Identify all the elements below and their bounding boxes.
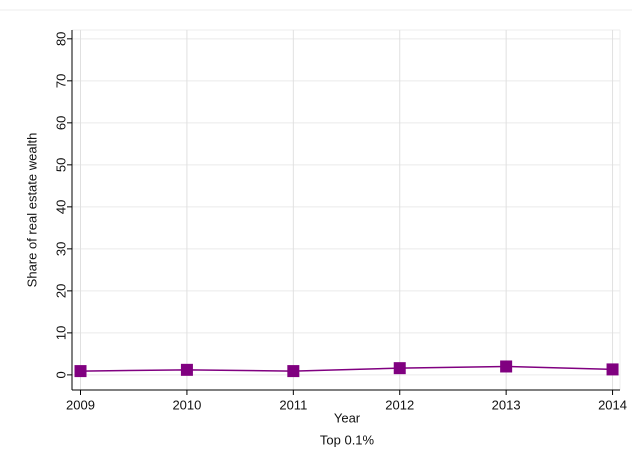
x-tick-label: 2012 <box>385 397 414 412</box>
x-tick-label: 2010 <box>172 397 201 412</box>
marker <box>287 365 300 378</box>
series-line <box>80 365 613 372</box>
x-tick-label: 2011 <box>279 397 307 412</box>
x-tick-label: 2013 <box>492 397 521 412</box>
marker <box>393 362 406 375</box>
x-tick-label: 2014 <box>598 397 627 412</box>
y-tick-label: 20 <box>53 284 68 298</box>
y-tick-label: 50 <box>53 158 68 172</box>
marker <box>74 365 87 378</box>
y-tick-label: 10 <box>53 326 68 340</box>
x-axis-title: Year <box>334 410 361 425</box>
y-tick-label: 40 <box>53 200 68 214</box>
y-tick-label: 60 <box>53 116 68 130</box>
marker <box>500 360 513 373</box>
y-tick-label: 80 <box>53 32 68 46</box>
marker <box>606 363 619 376</box>
marker <box>180 363 193 376</box>
y-tick-label: 70 <box>53 74 68 88</box>
y-axis-title: Share of real estate wealth <box>24 133 39 288</box>
y-tick-label: 0 <box>53 371 68 378</box>
x-tick-label: 2009 <box>66 397 95 412</box>
y-tick-label: 30 <box>53 242 68 256</box>
chart-title: Top 0.1% <box>320 432 375 447</box>
